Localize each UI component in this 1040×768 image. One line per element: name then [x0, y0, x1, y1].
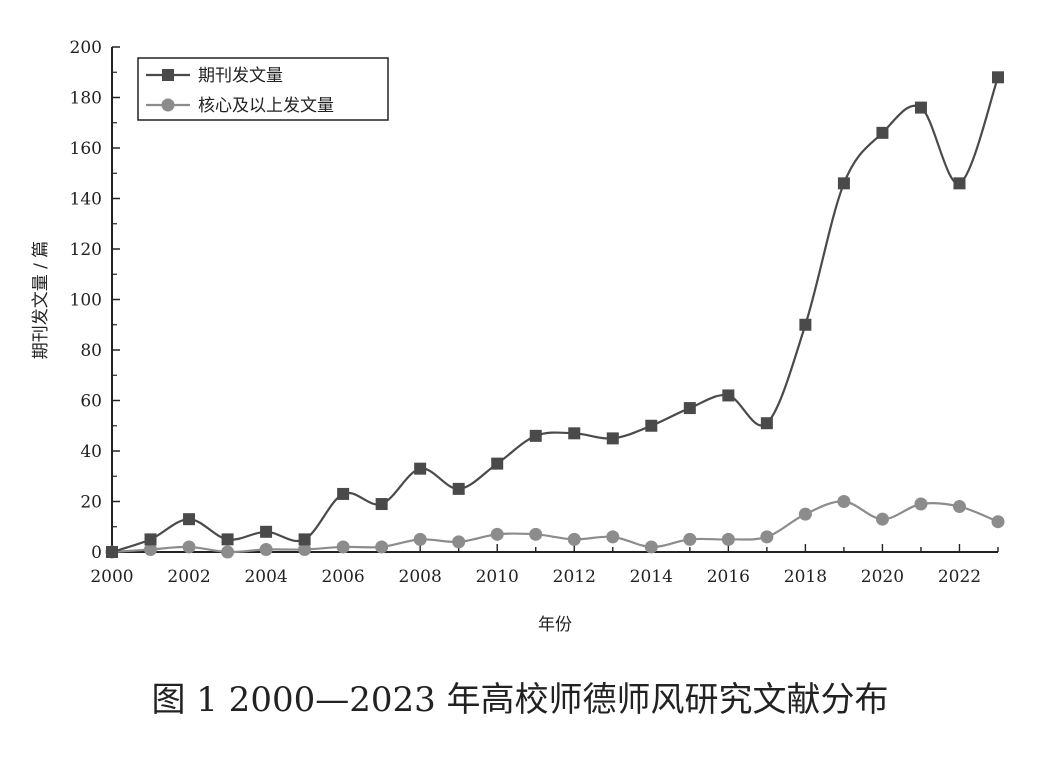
y-tick-label: 40 — [80, 442, 102, 462]
chart-area: 0 20 40 60 80 100 120 140 160 180 200 2000 2002 2004 2… — [31, 38, 1005, 635]
y-tick-label: 0 — [91, 543, 102, 563]
data-point — [144, 533, 157, 546]
data-point — [837, 495, 851, 508]
legend-marker — [161, 98, 175, 112]
data-point — [644, 540, 658, 554]
data-point — [875, 512, 889, 526]
x-tick-label: 2008 — [399, 567, 442, 587]
x-tick-label: 2010 — [476, 567, 519, 587]
y-tick-label: 60 — [80, 392, 102, 412]
data-point — [260, 525, 273, 538]
axes: 0 20 40 60 80 100 120 140 160 180 200 2000 2002 2004 2… — [70, 38, 999, 587]
data-point — [298, 533, 311, 546]
data-point — [490, 527, 504, 541]
data-point — [991, 515, 1005, 529]
data-point — [491, 457, 504, 470]
data-point — [876, 126, 889, 139]
legend-label: 核心及以上发文量 — [198, 96, 334, 116]
data-point — [336, 540, 350, 554]
legend-label: 期刊发文量 — [198, 66, 283, 86]
data-point — [914, 101, 927, 114]
data-point — [914, 497, 928, 511]
data-point — [414, 462, 427, 475]
data-point — [567, 532, 581, 546]
data-point — [298, 542, 312, 556]
x-tick-label: 2000 — [90, 567, 133, 587]
series-line — [111, 76, 1000, 554]
data-point — [529, 527, 543, 541]
y-tick-label: 20 — [80, 493, 102, 513]
series-core — [105, 495, 1005, 559]
data-point — [683, 402, 696, 415]
data-point — [144, 542, 158, 556]
x-axis-title: 年份 — [538, 615, 572, 635]
data-point — [837, 177, 850, 190]
y-tick-label: 200 — [70, 38, 102, 58]
x-tick-label: 2020 — [861, 567, 904, 587]
y-tick-label: 160 — [70, 139, 102, 159]
data-point — [183, 513, 196, 526]
x-tick-label: 2012 — [553, 567, 596, 587]
data-point — [375, 498, 388, 511]
data-point — [606, 530, 620, 544]
line-chart: 0 20 40 60 80 100 120 140 160 180 200 2000 2002 2004 2… — [31, 38, 1005, 635]
data-point — [760, 417, 773, 430]
data-point — [721, 532, 735, 546]
data-point — [337, 487, 350, 500]
x-tick-label: 2022 — [938, 567, 981, 587]
x-tick-label: 2014 — [630, 567, 673, 587]
data-point — [952, 500, 966, 514]
legend-marker — [162, 69, 174, 81]
series-journal — [106, 71, 1004, 558]
y-tick-label: 140 — [70, 190, 102, 210]
x-tick-label: 2006 — [321, 567, 364, 587]
data-point — [452, 535, 466, 549]
data-point — [106, 546, 118, 558]
data-point — [760, 530, 774, 544]
x-tick-label: 2016 — [707, 567, 750, 587]
y-tick-label: 80 — [80, 341, 102, 361]
figure-caption: 图 1 2000—2023 年高校师德师风研究文献分布 — [151, 680, 889, 720]
series-line — [111, 500, 999, 554]
y-tick-label: 100 — [70, 291, 102, 311]
data-point — [568, 427, 581, 440]
y-tick-label: 120 — [70, 240, 102, 260]
data-point — [645, 419, 658, 432]
x-tick-label: 2018 — [784, 567, 827, 587]
data-point — [992, 71, 1004, 84]
data-point — [953, 177, 966, 190]
legend-box — [137, 57, 389, 121]
y-axis-title: 期刊发文量 / 篇 — [31, 241, 51, 360]
data-point — [259, 542, 273, 556]
data-point — [413, 532, 427, 546]
x-tick-label: 2004 — [244, 567, 287, 587]
data-point — [375, 540, 389, 554]
series-layer — [105, 71, 1005, 559]
data-point — [529, 429, 542, 442]
data-point — [221, 533, 234, 546]
x-tick-label: 2002 — [167, 567, 210, 587]
y-tick-label: 180 — [70, 89, 102, 109]
data-point — [722, 389, 735, 402]
data-point — [182, 540, 196, 554]
data-point — [221, 545, 235, 559]
data-point — [683, 532, 697, 546]
data-point — [606, 432, 619, 445]
data-point — [799, 318, 812, 331]
data-point — [452, 482, 465, 495]
data-point — [798, 507, 812, 521]
